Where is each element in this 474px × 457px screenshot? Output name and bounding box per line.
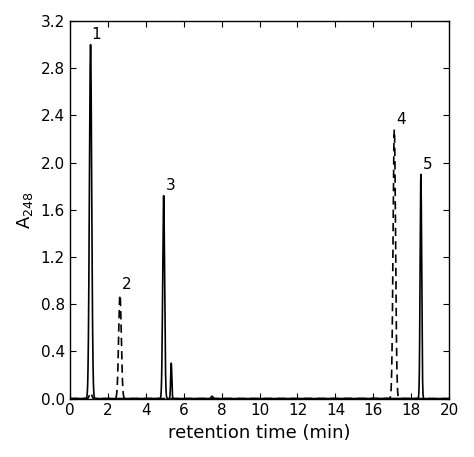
Text: 4: 4 xyxy=(396,112,406,127)
Text: 5: 5 xyxy=(423,157,432,172)
X-axis label: retention time (min): retention time (min) xyxy=(168,424,351,442)
Text: 2: 2 xyxy=(122,277,131,292)
Text: 3: 3 xyxy=(165,178,175,193)
Y-axis label: A$_{248}$: A$_{248}$ xyxy=(15,191,35,228)
Text: 1: 1 xyxy=(91,27,100,42)
